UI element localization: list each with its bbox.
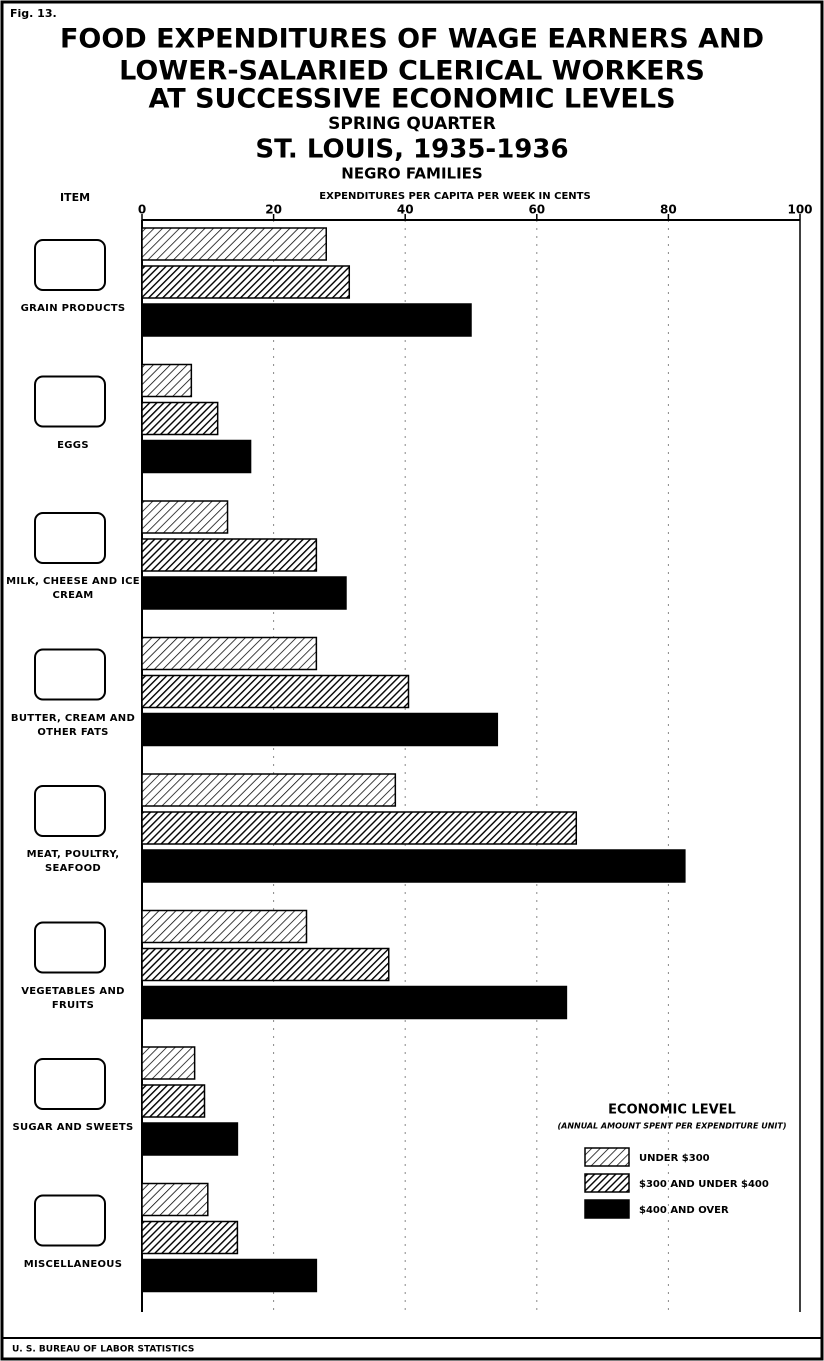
category-label: MISCELLANEOUS: [23, 1258, 123, 1270]
bar: [141, 265, 351, 299]
legend-label: $400 AND OVER: [639, 1205, 729, 1216]
bar: [141, 985, 568, 1020]
item-icon: [34, 648, 106, 701]
bar: [141, 1258, 318, 1293]
x-tick-label: 0: [138, 203, 146, 217]
x-axis-label: EXPENDITURES PER CAPITA PER WEEK IN CENT…: [319, 191, 590, 202]
chart-subtitle: SPRING QUARTER: [328, 114, 496, 134]
category-label: VEGETABLES AND FRUITS: [21, 985, 125, 1011]
chart-title: LOWER-SALARIED CLERICAL WORKERS: [119, 56, 705, 87]
source: U. S. BUREAU OF LABOR STATISTICS: [12, 1345, 194, 1355]
item-icon: [34, 1194, 106, 1247]
legend-swatch: [584, 1147, 630, 1167]
item-icon: [34, 239, 106, 291]
bar: [141, 712, 499, 747]
item-icon: [34, 375, 106, 428]
category-label: EGGS: [57, 439, 89, 451]
x-tick-label: 20: [265, 203, 282, 217]
bar: [141, 439, 252, 474]
category-label: SUGAR AND SWEETS: [12, 1122, 134, 1133]
bar: [141, 849, 686, 883]
category-label: BUTTER, CREAM AND OTHER FATS: [10, 712, 136, 738]
item-icon: [34, 1058, 106, 1110]
item-icon: [34, 921, 106, 974]
chart-subtitle: ST. LOUIS, 1935-1936: [255, 135, 568, 165]
bar: [141, 1046, 196, 1080]
x-tick-label: 40: [397, 203, 414, 217]
bar: [141, 1122, 239, 1156]
legend-label: $300 AND UNDER $400: [639, 1179, 769, 1190]
chart-title: AT SUCCESSIVE ECONOMIC LEVELS: [148, 84, 675, 115]
item-icon: [34, 512, 106, 564]
bar: [141, 227, 327, 261]
x-tick-label: 60: [528, 203, 545, 217]
bar: [141, 1220, 239, 1255]
bar: [141, 674, 410, 709]
legend-swatch: [584, 1199, 630, 1219]
bar: [141, 1182, 209, 1217]
x-tick-label: 80: [660, 203, 677, 217]
bar: [141, 811, 578, 845]
legend-label: UNDER $300: [639, 1153, 710, 1164]
bar: [141, 500, 229, 534]
category-label: MEAT, POULTRY, SEAFOOD: [26, 849, 120, 874]
bar: [141, 1084, 206, 1118]
bar: [141, 636, 318, 671]
category-label: MILK, CHEESE AND ICE CREAM: [6, 576, 140, 601]
bar: [141, 947, 390, 982]
bar: [141, 538, 318, 572]
legend-title: ECONOMIC LEVEL: [608, 1103, 736, 1118]
x-tick-label: 100: [787, 203, 812, 217]
figure-label: Fig. 13.: [10, 7, 57, 20]
legend-subtitle: (ANNUAL AMOUNT SPENT PER EXPENDITURE UNI…: [557, 1122, 786, 1131]
bar: [141, 576, 347, 610]
category-label: GRAIN PRODUCTS: [20, 303, 126, 314]
item-icon: [34, 785, 106, 837]
chart-subtitle: NEGRO FAMILIES: [341, 165, 482, 183]
category-axis-label: ITEM: [60, 191, 90, 204]
bar: [141, 401, 219, 436]
legend-swatch: [584, 1173, 630, 1193]
bar: [141, 909, 308, 944]
bar: [141, 363, 193, 398]
bar: [141, 303, 472, 337]
bar: [141, 773, 397, 807]
chart-title: FOOD EXPENDITURES OF WAGE EARNERS AND: [60, 24, 764, 55]
